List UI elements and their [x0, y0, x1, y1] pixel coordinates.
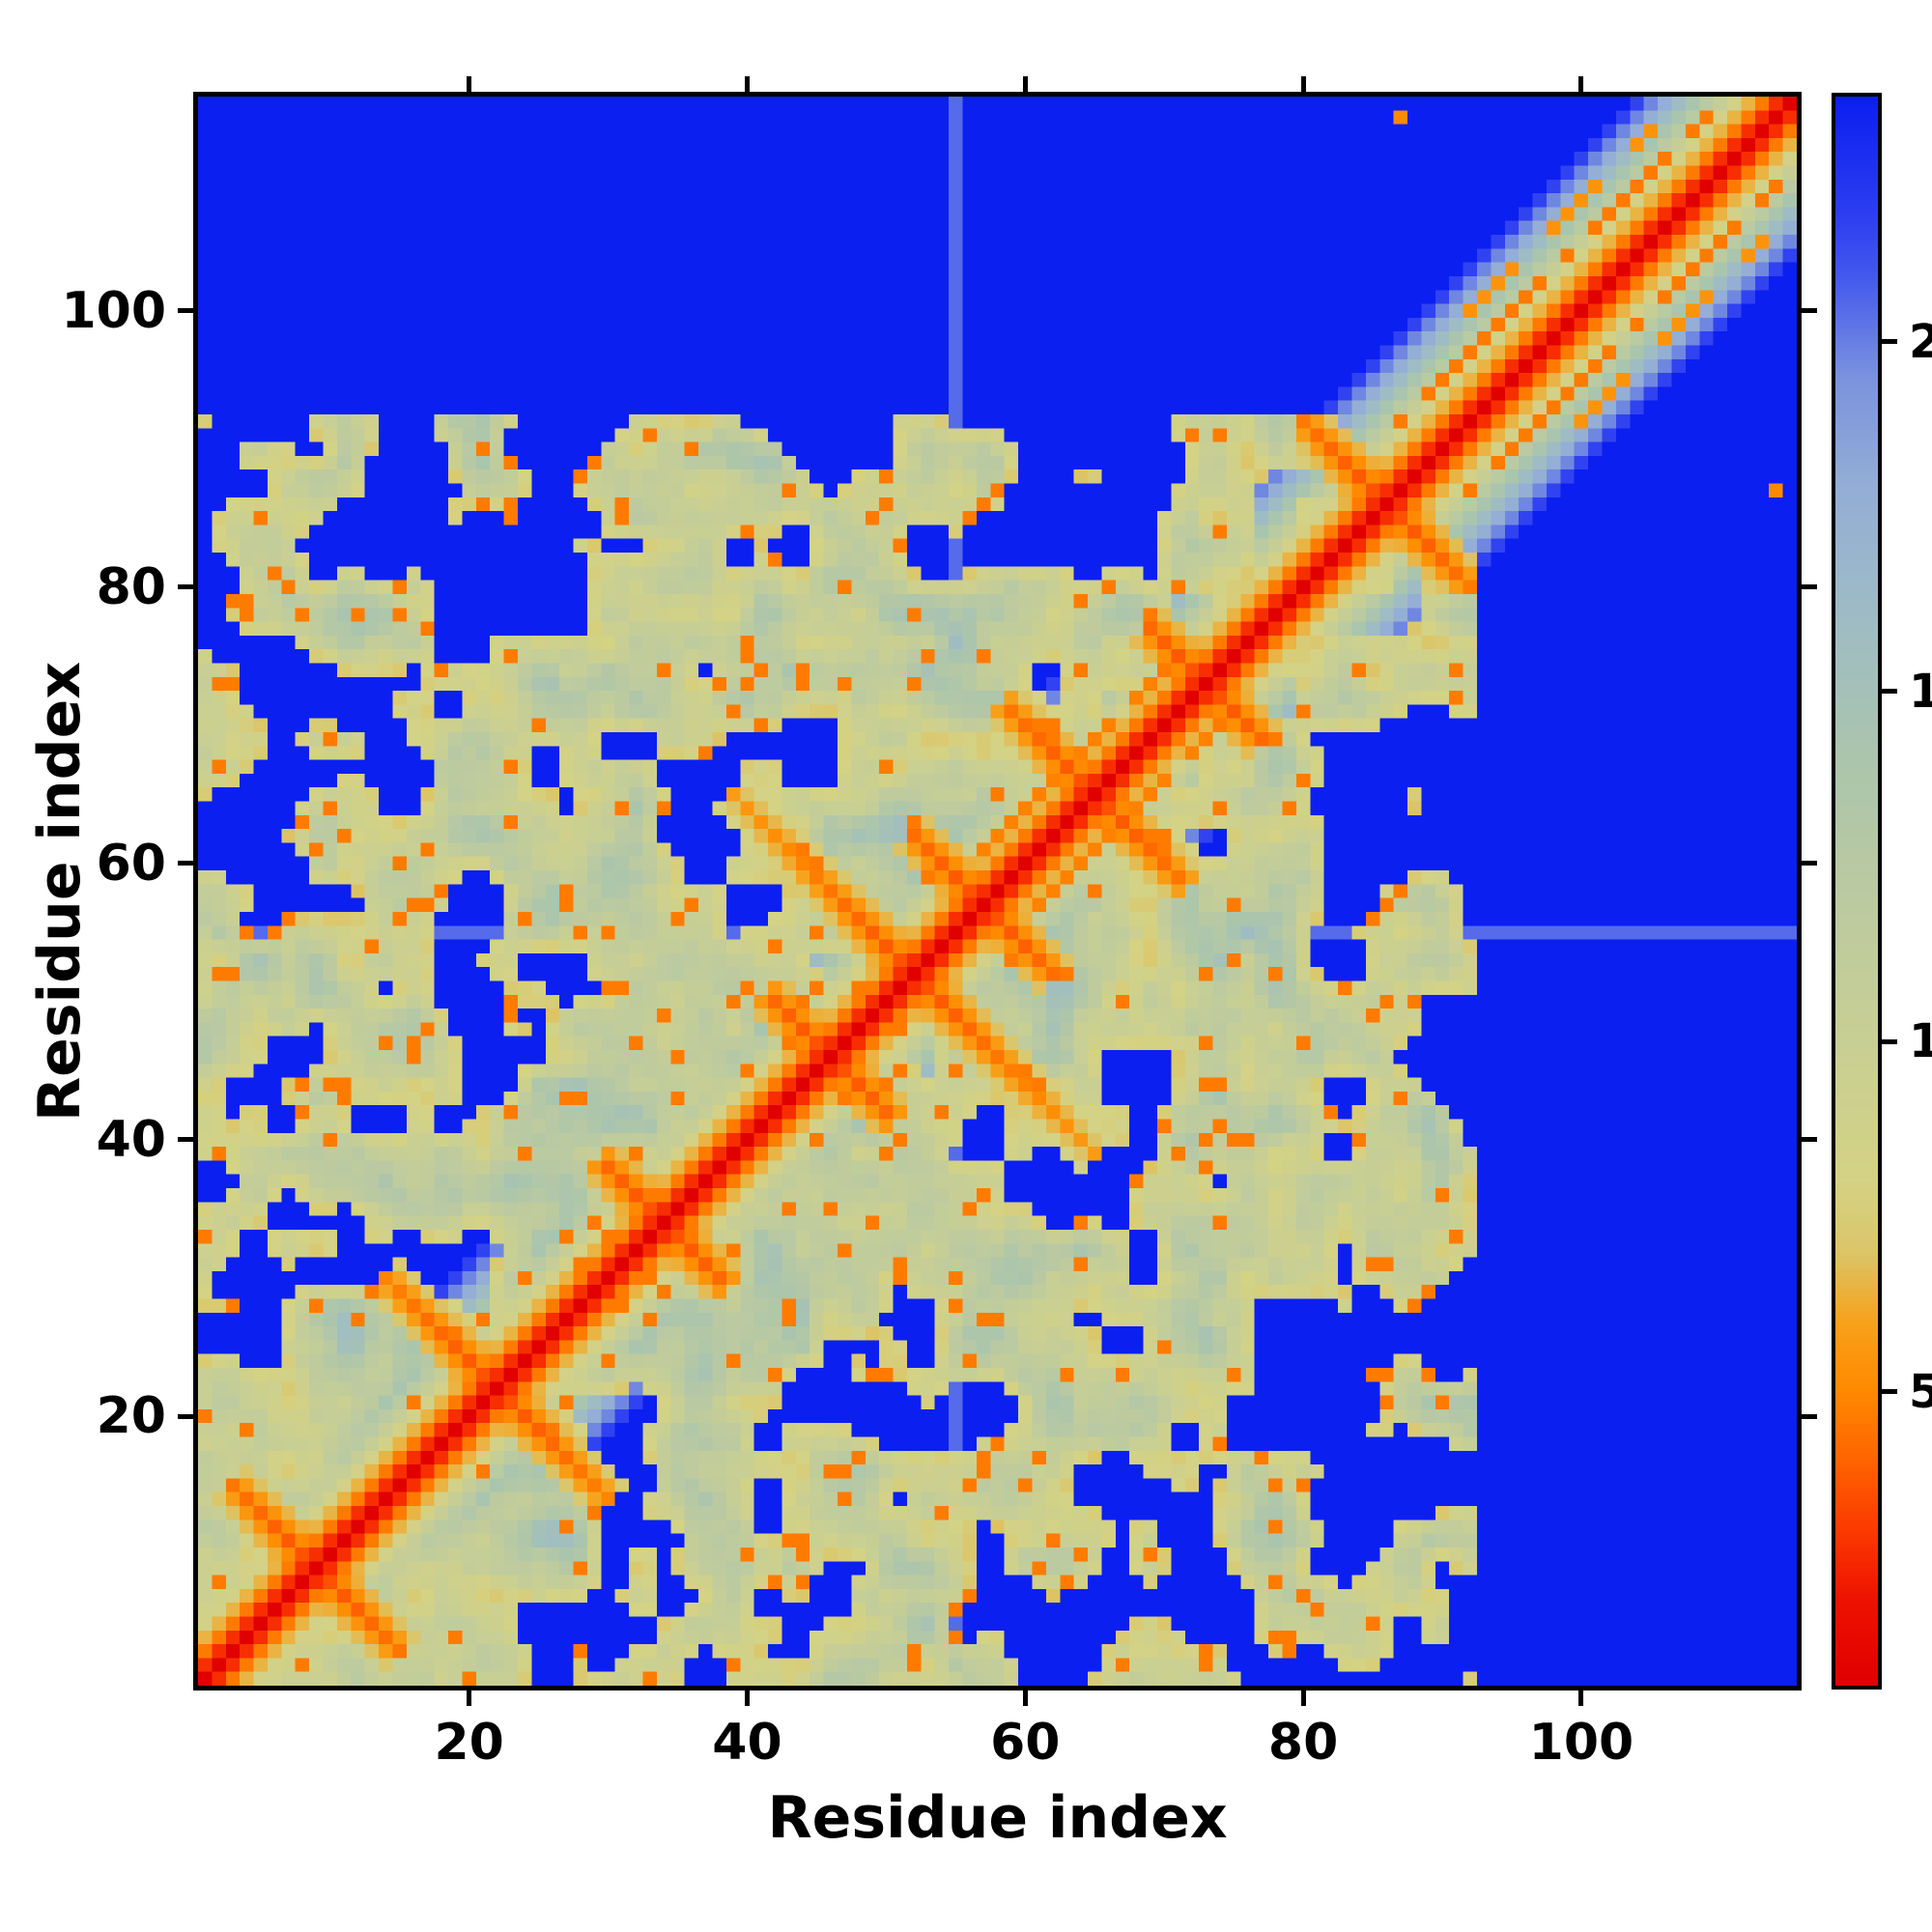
y-tick-label: 60 — [96, 834, 166, 893]
plot-area — [193, 92, 1802, 1690]
x-tick-label: 40 — [712, 1714, 782, 1772]
x-tick-mark-top — [744, 76, 750, 92]
y-tick-mark-left — [178, 861, 193, 867]
y-tick-mark-right — [1802, 1137, 1817, 1143]
x-tick-mark-bottom — [1022, 1690, 1028, 1706]
y-tick-label: 100 — [61, 281, 166, 340]
y-tick-mark-left — [178, 1137, 193, 1143]
colorbar-tick-label: 5 — [1909, 1364, 1932, 1419]
x-tick-mark-bottom — [1578, 1690, 1584, 1706]
y-tick-mark-right — [1802, 861, 1817, 867]
y-tick-mark-left — [178, 308, 193, 314]
x-tick-mark-bottom — [1300, 1690, 1306, 1706]
y-tick-label: 40 — [96, 1110, 166, 1169]
x-tick-mark-bottom — [744, 1690, 750, 1706]
x-tick-mark-top — [467, 76, 472, 92]
x-axis-label: Residue index — [767, 1784, 1228, 1852]
y-tick-mark-left — [178, 584, 193, 590]
colorbar-tick-mark — [1882, 1038, 1897, 1044]
x-tick-label: 100 — [1528, 1714, 1634, 1772]
x-tick-label: 20 — [434, 1714, 504, 1772]
x-tick-mark-top — [1300, 76, 1306, 92]
colorbar-tick-mark — [1882, 1389, 1897, 1395]
x-tick-mark-top — [1022, 76, 1028, 92]
x-tick-label: 80 — [1267, 1714, 1339, 1772]
colorbar-tick-mark — [1882, 689, 1897, 695]
y-tick-mark-right — [1802, 584, 1817, 590]
y-tick-label: 20 — [96, 1387, 166, 1446]
y-tick-label: 80 — [96, 557, 166, 616]
y-axis-label: Residue index — [26, 661, 94, 1122]
colorbar-tick-label: 10 — [1909, 1014, 1932, 1069]
x-tick-label: 60 — [990, 1714, 1061, 1772]
x-tick-mark-bottom — [467, 1690, 472, 1706]
colorbar-tick-mark — [1882, 339, 1897, 345]
colorbar-tick-label: 20 — [1909, 314, 1932, 369]
heatmap-canvas — [198, 97, 1797, 1686]
y-tick-mark-left — [178, 1413, 193, 1419]
colorbar-gradient — [1835, 97, 1878, 1686]
colorbar-tick-label: 15 — [1909, 664, 1932, 719]
x-tick-mark-top — [1578, 76, 1584, 92]
y-tick-mark-right — [1802, 308, 1817, 314]
colorbar — [1832, 93, 1882, 1690]
y-tick-mark-right — [1802, 1413, 1817, 1419]
